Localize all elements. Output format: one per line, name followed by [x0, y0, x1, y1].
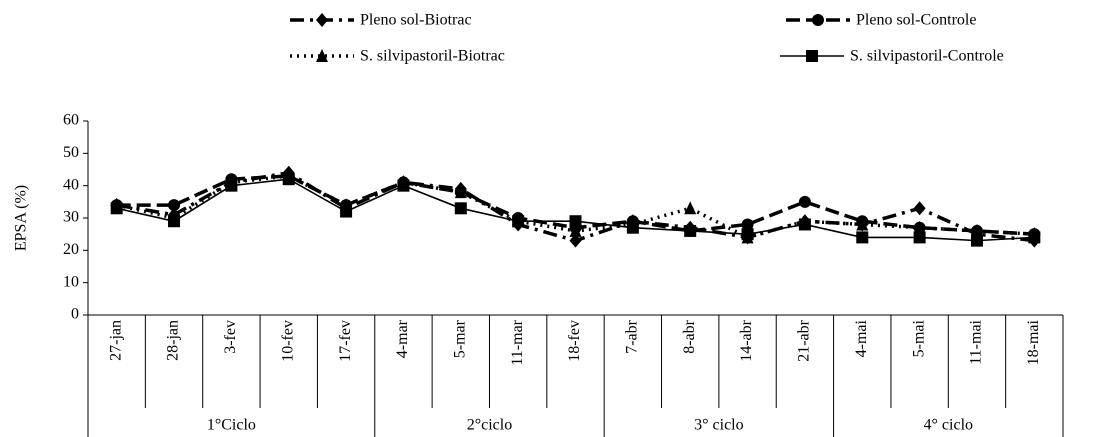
x-tick-label: 27-jan: [107, 320, 124, 361]
marker: [684, 224, 697, 237]
legend-label: Pleno sol-Controle: [856, 12, 976, 29]
marker: [168, 215, 181, 228]
marker: [970, 223, 983, 237]
marker: [569, 233, 582, 248]
marker: [282, 173, 295, 186]
marker: [856, 217, 869, 231]
legend-label: Pleno sol-Biotrac: [360, 12, 472, 29]
marker: [340, 205, 353, 218]
group-label: 2°ciclo: [467, 417, 513, 434]
marker: [812, 14, 824, 26]
marker: [569, 223, 582, 237]
marker: [225, 179, 238, 192]
marker: [454, 185, 467, 199]
marker: [913, 231, 926, 244]
y-tick-label: 50: [63, 144, 79, 161]
x-tick-label: 8-abr: [681, 319, 698, 353]
marker: [512, 215, 525, 228]
marker: [856, 231, 869, 244]
legend-label: S. silvipastoril-Biotrac: [360, 48, 505, 65]
marker: [798, 195, 811, 208]
y-axis-label: EPSA (%): [13, 185, 30, 251]
marker: [397, 179, 410, 192]
x-tick-label: 5-mar: [451, 319, 468, 358]
x-tick-label: 5-mai: [910, 319, 927, 357]
y-tick-label: 40: [63, 176, 79, 193]
marker: [316, 13, 328, 27]
x-tick-label: 7-abr: [624, 319, 641, 353]
marker: [913, 220, 926, 234]
marker: [741, 218, 754, 231]
x-tick-label: 28-jan: [165, 320, 182, 361]
marker: [168, 199, 181, 212]
marker: [626, 221, 639, 234]
x-tick-label: 17-fev: [337, 320, 354, 362]
x-tick-label: 3-fev: [222, 320, 239, 354]
marker: [569, 215, 582, 228]
marker: [798, 218, 811, 231]
x-tick-label: 4-mai: [853, 319, 870, 357]
marker: [806, 50, 818, 62]
group-label: 4° ciclo: [924, 417, 974, 434]
y-tick-label: 10: [63, 273, 79, 290]
x-tick-label: 18-fev: [566, 320, 583, 362]
x-tick-label: 4-mar: [394, 319, 411, 358]
y-tick-label: 30: [63, 209, 79, 226]
marker: [454, 202, 467, 215]
group-label: 3° ciclo: [694, 417, 744, 434]
marker: [913, 201, 926, 216]
y-tick-label: 20: [63, 241, 79, 258]
x-tick-label: 18-mai: [1025, 319, 1042, 365]
marker: [110, 202, 123, 215]
marker: [316, 49, 328, 62]
marker: [684, 201, 697, 215]
group-label: 1°Ciclo: [207, 417, 256, 434]
x-tick-label: 10-fev: [279, 320, 296, 362]
y-tick-label: 0: [71, 306, 79, 323]
x-tick-label: 11-mai: [968, 319, 985, 364]
x-tick-label: 21-abr: [796, 319, 813, 361]
marker: [1028, 231, 1041, 244]
legend-label: S. silvipastoril-Controle: [850, 48, 1004, 65]
y-tick-label: 60: [63, 112, 79, 129]
marker: [970, 234, 983, 247]
x-tick-label: 14-abr: [738, 319, 755, 361]
marker: [741, 228, 754, 241]
x-tick-label: 11-mar: [509, 319, 526, 365]
